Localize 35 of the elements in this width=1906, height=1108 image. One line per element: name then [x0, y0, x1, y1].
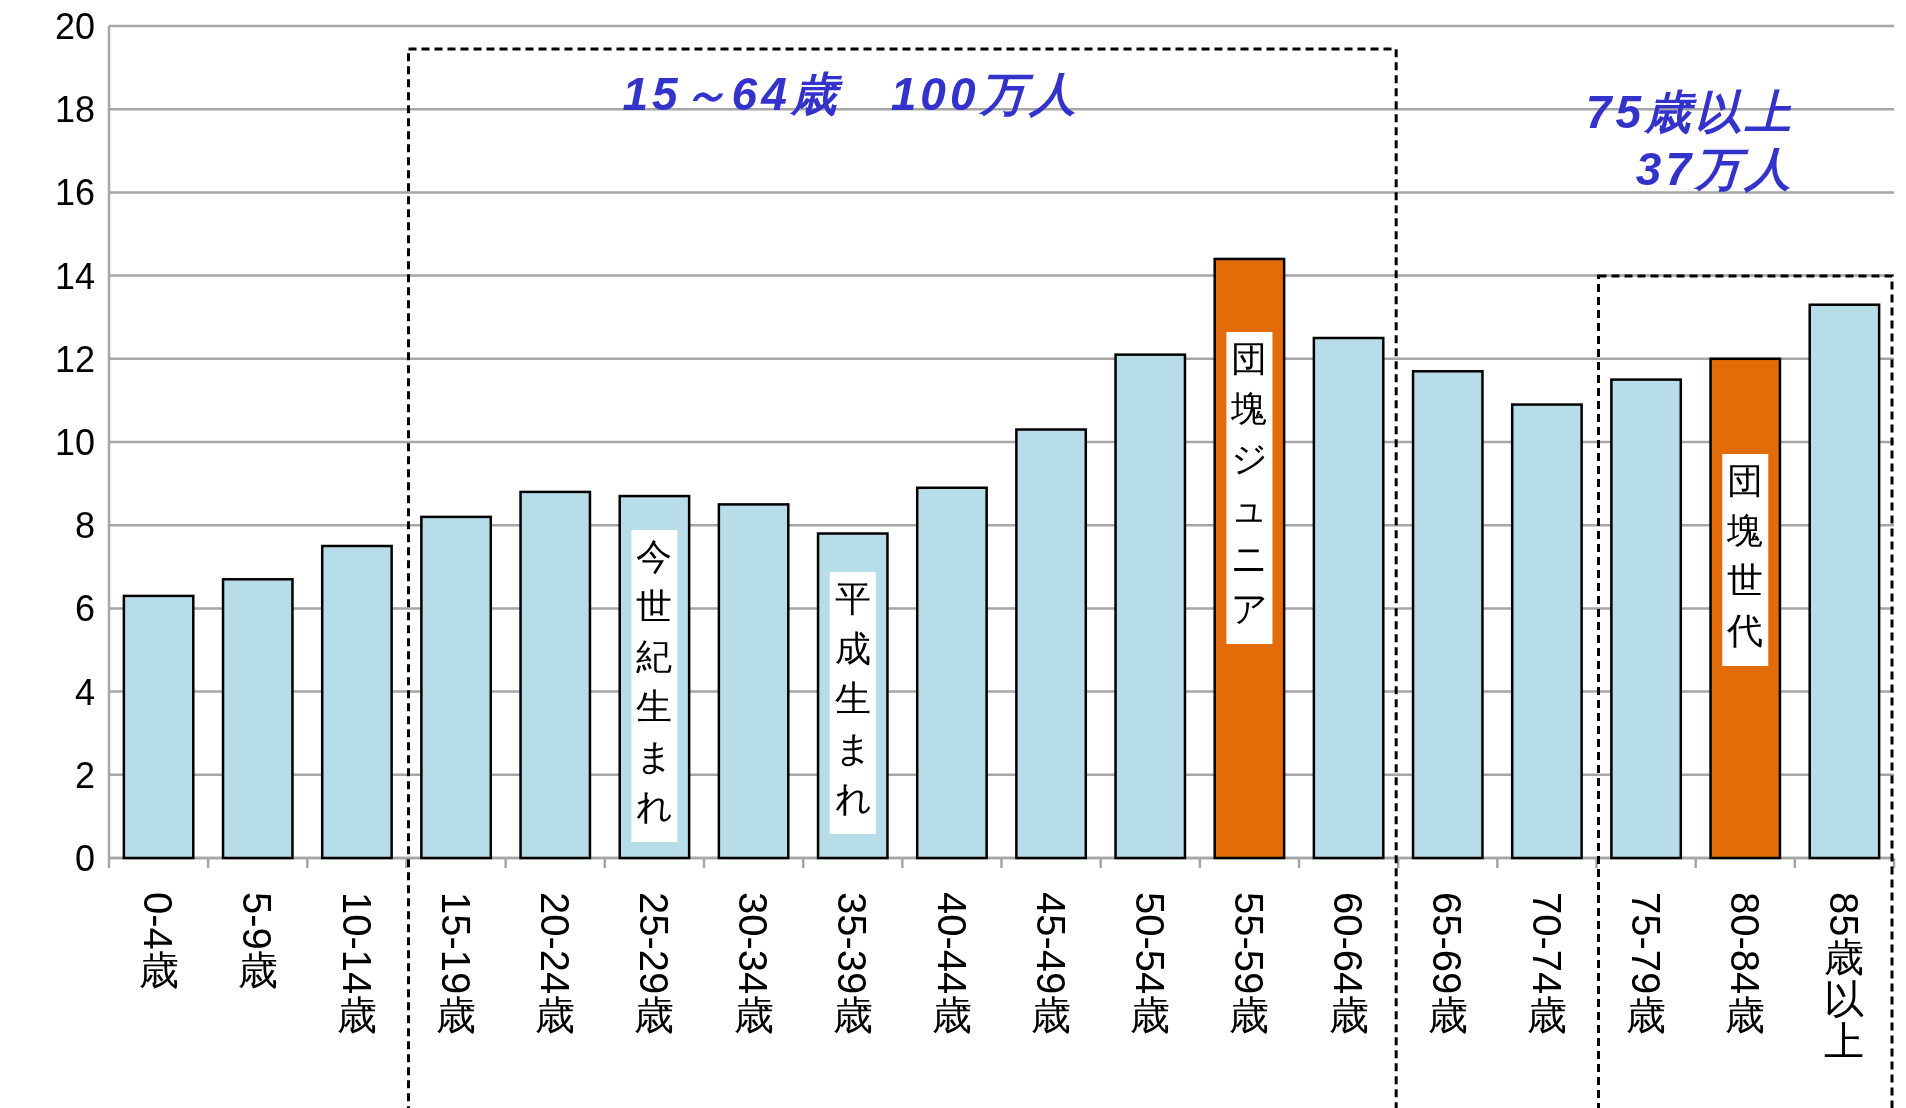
x-tick-label: 15-19歳 — [433, 892, 478, 1037]
x-tick-label: 65-69歳 — [1425, 892, 1470, 1037]
x-tick-label: 45-49歳 — [1028, 892, 1073, 1037]
y-tick-label: 20 — [54, 6, 95, 47]
y-tick-label: 6 — [74, 588, 95, 630]
x-tick-label: 70-74歳 — [1524, 892, 1569, 1037]
y-tick-label: 4 — [74, 671, 95, 713]
annotation: 75歳以上 37万人 — [1585, 86, 1795, 195]
x-tick-label: 0-4歳 — [136, 892, 181, 993]
x-tick-label: 5-9歳 — [235, 892, 280, 993]
x-tick-label: 40-44歳 — [929, 892, 974, 1037]
y-tick-label: 0 — [74, 838, 95, 879]
x-tick-label: 80-84歳 — [1722, 892, 1767, 1037]
y-tick-label: 10 — [54, 422, 95, 463]
y-tick-label: 12 — [54, 338, 95, 380]
x-tick-label: 30-34歳 — [731, 892, 776, 1037]
x-tick-label: 10-14歳 — [334, 892, 379, 1037]
annotation: 今世紀生まれ — [636, 535, 674, 827]
y-tick-label: 14 — [54, 255, 95, 297]
x-tick-label: 85歳以上 — [1822, 892, 1867, 1063]
annotation: 団塊世代 — [1726, 459, 1764, 651]
x-tick-label: 20-24歳 — [532, 892, 577, 1037]
y-tick-label: 18 — [54, 89, 95, 131]
x-tick-label: 60-64歳 — [1326, 892, 1371, 1037]
annotation: 平成生まれ — [834, 577, 872, 819]
x-tick-label: 25-29歳 — [632, 892, 677, 1037]
annotation: 団塊ジュニア — [1230, 337, 1269, 629]
annotation: 15～64歳 100万人 — [622, 68, 1080, 120]
x-tick-label: 55-59歳 — [1227, 892, 1272, 1037]
x-tick-label: 50-54歳 — [1127, 892, 1172, 1037]
y-tick-label: 2 — [74, 754, 95, 796]
y-tick-label: 8 — [74, 505, 95, 547]
x-tick-label: 75-79歳 — [1623, 892, 1668, 1037]
y-tick-label: 16 — [54, 172, 95, 214]
x-tick-label: 35-39歳 — [830, 892, 875, 1037]
